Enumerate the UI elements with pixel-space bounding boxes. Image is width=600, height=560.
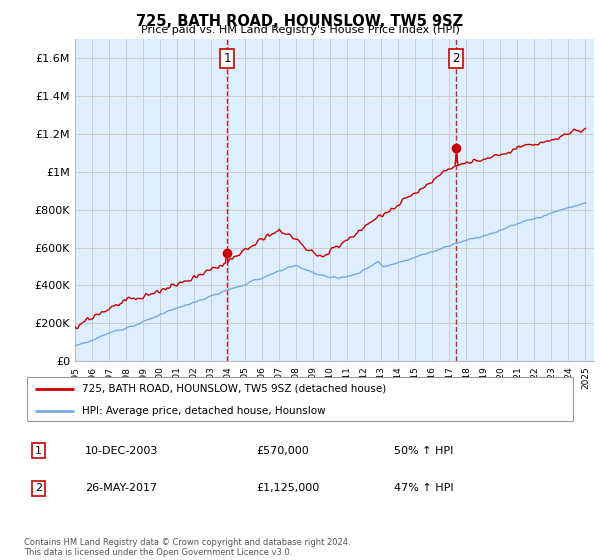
Text: 725, BATH ROAD, HOUNSLOW, TW5 9SZ: 725, BATH ROAD, HOUNSLOW, TW5 9SZ: [136, 14, 464, 29]
Text: 1: 1: [35, 446, 42, 456]
Text: Price paid vs. HM Land Registry's House Price Index (HPI): Price paid vs. HM Land Registry's House …: [140, 25, 460, 35]
Text: HPI: Average price, detached house, Hounslow: HPI: Average price, detached house, Houn…: [82, 406, 326, 416]
Text: 50% ↑ HPI: 50% ↑ HPI: [394, 446, 453, 456]
Text: 1: 1: [223, 52, 231, 65]
Text: 10-DEC-2003: 10-DEC-2003: [85, 446, 158, 456]
FancyBboxPatch shape: [27, 377, 573, 421]
Text: 2: 2: [452, 52, 460, 65]
Text: £1,125,000: £1,125,000: [256, 483, 319, 493]
Text: 47% ↑ HPI: 47% ↑ HPI: [394, 483, 454, 493]
Text: 725, BATH ROAD, HOUNSLOW, TW5 9SZ (detached house): 725, BATH ROAD, HOUNSLOW, TW5 9SZ (detac…: [82, 384, 386, 394]
Text: 2: 2: [35, 483, 42, 493]
Text: 26-MAY-2017: 26-MAY-2017: [85, 483, 157, 493]
Text: £570,000: £570,000: [256, 446, 308, 456]
Text: Contains HM Land Registry data © Crown copyright and database right 2024.
This d: Contains HM Land Registry data © Crown c…: [24, 538, 350, 557]
